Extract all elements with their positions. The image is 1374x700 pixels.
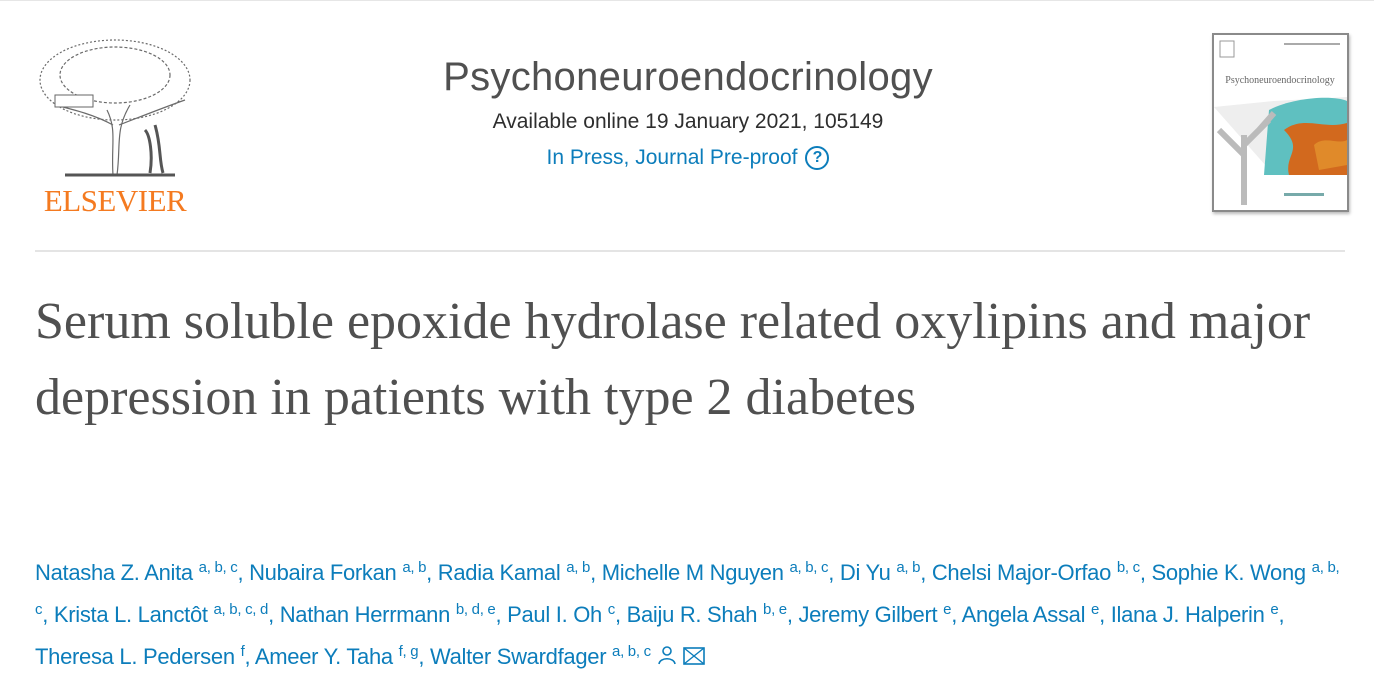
- affiliation-marks[interactable]: e: [1270, 601, 1279, 618]
- author-link[interactable]: Krista L. Lanctôt a, b, c, d: [53, 601, 269, 627]
- availability: Available online 19 January 2021, 105149: [492, 110, 884, 133]
- author-link[interactable]: Ameer Y. Taha f, g: [254, 643, 419, 669]
- person-icon[interactable]: [657, 637, 677, 679]
- affiliation-marks[interactable]: f, g: [398, 643, 419, 660]
- author-link[interactable]: Radia Kamal a, b: [437, 559, 591, 585]
- author-link[interactable]: Walter Swardfager a, b, c: [430, 644, 651, 669]
- affiliation-marks[interactable]: a, b: [566, 559, 591, 576]
- article-title: Serum soluble epoxide hydrolase related …: [35, 293, 1311, 426]
- pre-proof-status[interactable]: In Press, Journal Pre-proof ?: [547, 146, 830, 170]
- author-link[interactable]: Theresa L. Pedersen f: [35, 643, 245, 669]
- header-divider: [35, 250, 1345, 252]
- cover-image: Psychoneuroendocrinology: [1214, 40, 1347, 205]
- author-link[interactable]: Baiju R. Shah b, e: [626, 601, 788, 627]
- author-link[interactable]: Paul I. Oh c: [507, 602, 615, 627]
- author-name: Di Yu: [839, 560, 891, 585]
- envelope-icon[interactable]: [682, 637, 705, 679]
- journal-title[interactable]: Psychoneuroendocrinology: [443, 55, 933, 99]
- journal-header: Psychoneuroendocrinology Available onlin…: [300, 55, 1076, 170]
- affiliation-marks[interactable]: c: [607, 601, 616, 618]
- elsevier-wordmark: ELSEVIER: [43, 183, 187, 218]
- affiliation-marks[interactable]: a, b, c, d: [213, 601, 269, 618]
- affiliation-marks[interactable]: f: [240, 643, 245, 660]
- affiliation-marks[interactable]: a, b, c: [198, 559, 238, 576]
- author-name: Radia Kamal: [437, 560, 561, 585]
- elsevier-logo[interactable]: ELSEVIER: [35, 35, 195, 218]
- author-link[interactable]: Chelsi Major-Orfao b, c: [932, 560, 1140, 585]
- affiliation-marks[interactable]: e: [1091, 601, 1100, 618]
- author-name: Chelsi Major-Orfao: [931, 560, 1112, 585]
- cover-title: Psychoneuroendocrinology: [1225, 75, 1334, 86]
- author-name: Theresa L. Pedersen: [35, 644, 235, 669]
- author-link[interactable]: Sophie K. Wong a, b, c: [35, 559, 1340, 627]
- author-name: Nubaira Forkan: [249, 560, 397, 585]
- affiliation-marks[interactable]: a, b, c: [789, 559, 829, 576]
- author-link[interactable]: Ilana J. Halperin e: [1111, 602, 1279, 627]
- affiliation-marks[interactable]: b, e: [763, 601, 787, 618]
- author-link[interactable]: Di Yu a, b: [839, 559, 921, 585]
- author-link[interactable]: Natasha Z. Anita a, b, c: [35, 559, 238, 585]
- author-name: Angela Assal: [961, 602, 1086, 627]
- top-border: [0, 0, 1374, 1]
- author-name: Natasha Z. Anita: [35, 560, 193, 585]
- tree-icon: [39, 39, 191, 177]
- affiliation-marks[interactable]: b, c: [1116, 559, 1140, 576]
- author-name: Ilana J. Halperin: [1110, 602, 1265, 627]
- affiliation-marks[interactable]: a, b: [402, 559, 427, 576]
- affiliation-marks[interactable]: a, b, c: [612, 643, 651, 660]
- affiliation-marks[interactable]: e: [943, 601, 952, 618]
- author-name: Nathan Herrmann: [279, 602, 451, 627]
- help-circle-icon[interactable]: ?: [805, 146, 830, 170]
- author-link[interactable]: Nathan Herrmann b, d, e: [280, 602, 496, 627]
- author-name: Krista L. Lanctôt: [53, 602, 208, 627]
- author-name: Sophie K. Wong: [1151, 560, 1306, 585]
- journal-cover[interactable]: Psychoneuroendocrinology: [1212, 33, 1349, 212]
- author-link[interactable]: Nubaira Forkan a, b: [249, 560, 426, 585]
- author-list: Natasha Z. Anita a, b, c, Nubaira Forkan…: [35, 552, 1350, 679]
- author-link[interactable]: Angela Assal e: [961, 601, 1100, 627]
- author-name: Michelle M Nguyen: [601, 560, 784, 585]
- author-name: Jeremy Gilbert: [798, 602, 938, 627]
- affiliation-marks[interactable]: b, d, e: [455, 601, 496, 618]
- affiliation-marks[interactable]: a, b, c: [35, 559, 1340, 618]
- status-label: In Press, Journal Pre-proof: [546, 146, 798, 169]
- author-name: Paul I. Oh: [507, 602, 602, 627]
- affiliation-marks[interactable]: a, b: [896, 559, 921, 576]
- author-name: Ameer Y. Taha: [254, 644, 393, 669]
- author-link[interactable]: Jeremy Gilbert e: [798, 602, 951, 627]
- author-name: Walter Swardfager: [429, 644, 607, 669]
- author-name: Baiju R. Shah: [626, 602, 758, 627]
- author-link[interactable]: Michelle M Nguyen a, b, c: [602, 560, 829, 585]
